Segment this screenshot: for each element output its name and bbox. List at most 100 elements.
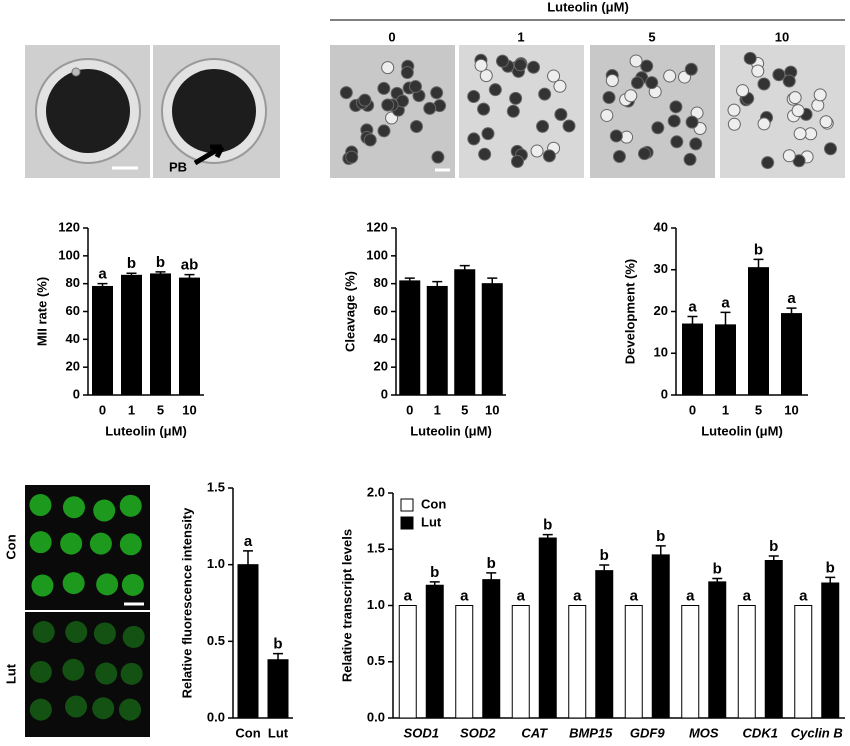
error-bar — [825, 576, 836, 583]
y-tick-label: 60 — [66, 303, 80, 318]
embryo — [513, 58, 527, 72]
y-tick-label: 20 — [66, 359, 80, 374]
error-bar — [184, 273, 195, 279]
embryo — [683, 152, 697, 166]
embryo — [743, 51, 757, 65]
error-bar — [429, 581, 440, 586]
x-tick-label: 0 — [689, 402, 696, 417]
embryo — [474, 58, 488, 72]
bar — [92, 285, 113, 396]
embryo — [684, 62, 698, 76]
x-tick-label: 0 — [99, 402, 106, 417]
fluorescent-oocyte — [96, 573, 119, 596]
x-tick-label: 5 — [157, 402, 164, 417]
embryo — [477, 102, 491, 116]
embryo — [757, 77, 771, 91]
x-tick-label: SOD1 — [404, 725, 439, 740]
significance-letter: a — [98, 266, 107, 283]
error-bar — [542, 533, 553, 538]
x-tick-label: MOS — [689, 725, 719, 740]
x-tick-label: 10 — [485, 402, 499, 417]
embryo — [510, 154, 524, 168]
legend-label: Con — [421, 496, 446, 511]
y-axis-label: Relative transcript levels — [339, 529, 354, 682]
x-tick-label: 5 — [461, 402, 468, 417]
bar — [651, 554, 670, 719]
embryo — [400, 66, 414, 80]
error-bar — [720, 311, 731, 325]
error-bar — [786, 307, 797, 314]
embryo — [481, 127, 495, 141]
error-bar — [243, 550, 253, 565]
embryo — [689, 137, 703, 151]
error-bar — [155, 271, 166, 274]
fluorescent-oocyte — [32, 621, 55, 644]
embryo — [823, 142, 837, 156]
polar-body — [71, 67, 81, 77]
significance-letter: a — [721, 294, 730, 311]
error-bar — [655, 545, 666, 555]
bar — [708, 581, 727, 719]
x-tick-label: 1 — [434, 402, 441, 417]
bar — [426, 285, 448, 396]
image-label: Lut — [3, 663, 18, 684]
significance-letter: b — [754, 241, 763, 258]
group-label: 10 — [775, 29, 789, 44]
x-tick-label: Cyclin B — [791, 725, 843, 740]
y-tick-label: 80 — [374, 275, 388, 290]
fluorescent-oocyte — [65, 621, 88, 644]
bar — [398, 605, 417, 719]
bar — [764, 560, 783, 719]
embryo — [813, 88, 827, 102]
fluorescent-oocyte — [62, 658, 85, 681]
embryo — [488, 83, 502, 97]
embryo — [612, 149, 626, 163]
embryo — [670, 135, 684, 149]
y-tick-label: 2.0 — [367, 484, 385, 499]
group-label: 1 — [517, 29, 524, 44]
y-axis-label: MII rate (%) — [34, 277, 49, 346]
x-axis-label: Luteolin (μM) — [105, 423, 187, 438]
significance-letter: a — [404, 587, 413, 604]
oocyte — [46, 69, 130, 153]
significance-letter: a — [630, 587, 639, 604]
embryo — [727, 117, 741, 131]
embryo — [345, 150, 359, 164]
embryo — [751, 64, 765, 78]
embryo — [431, 150, 445, 164]
bar — [624, 605, 643, 719]
bar — [455, 605, 474, 719]
bar — [267, 659, 289, 719]
group-label: 0 — [388, 29, 395, 44]
significance-letter: a — [787, 290, 796, 307]
x-axis-label: Luteolin (μM) — [410, 423, 492, 438]
x-tick-label: 0 — [406, 402, 413, 417]
y-tick-label: 1.5 — [207, 479, 225, 494]
x-tick-label: 5 — [755, 402, 762, 417]
embryo — [479, 69, 493, 83]
error-bar — [712, 577, 723, 582]
bar — [237, 564, 259, 719]
embryo — [409, 120, 423, 134]
embryo — [736, 84, 750, 98]
significance-letter: b — [713, 560, 722, 577]
y-axis-label: Development (%) — [622, 259, 637, 364]
significance-letter: b — [543, 517, 552, 534]
embryo — [669, 100, 683, 114]
fluorescent-oocyte — [65, 695, 88, 718]
significance-letter: a — [573, 587, 582, 604]
oocyte — [172, 69, 256, 153]
fluorescent-oocyte — [29, 660, 52, 683]
micrograph — [720, 45, 845, 178]
x-tick-label: 1 — [722, 402, 729, 417]
embryo — [409, 80, 423, 94]
y-axis-label: Relative fluorescence intensity — [179, 507, 194, 699]
fluorescent-oocyte — [89, 532, 112, 555]
bar — [794, 605, 813, 719]
embryo — [788, 91, 802, 105]
embryo — [553, 79, 567, 93]
embryo — [605, 74, 619, 88]
bar — [821, 582, 840, 719]
y-tick-label: 30 — [654, 261, 668, 276]
fluorescent-oocyte — [122, 625, 145, 648]
